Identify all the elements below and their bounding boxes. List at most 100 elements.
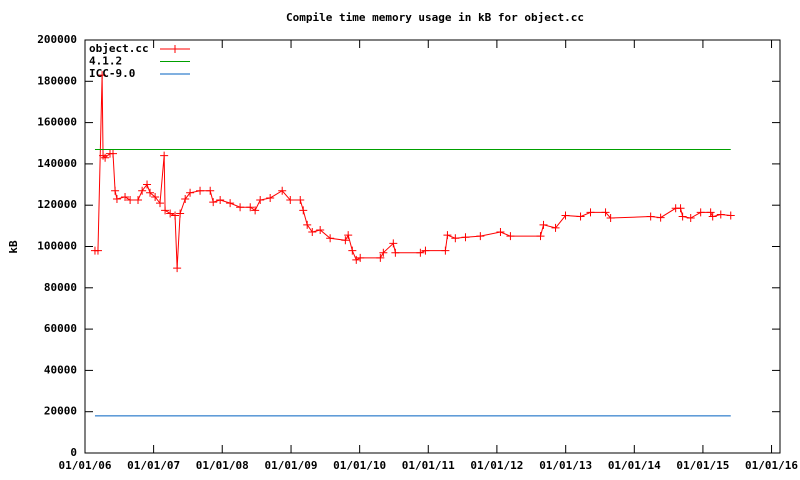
point-marker	[143, 180, 152, 189]
point-marker	[646, 212, 655, 221]
series-line	[94, 75, 731, 269]
x-tick-label: 01/01/16	[745, 459, 798, 472]
y-tick-label: 100000	[37, 240, 77, 253]
point-marker	[196, 186, 205, 195]
point-marker	[186, 188, 195, 197]
y-tick-label: 120000	[37, 198, 77, 211]
point-marker	[576, 212, 585, 221]
point-marker	[696, 208, 705, 217]
point-marker	[441, 246, 450, 255]
x-tick-label: 01/01/12	[470, 459, 523, 472]
x-tick-label: 01/01/11	[402, 459, 455, 472]
y-tick-label: 0	[70, 446, 77, 459]
point-marker	[286, 196, 295, 205]
point-marker	[476, 232, 485, 241]
y-tick-label: 180000	[37, 74, 77, 87]
y-axis-label: kB	[7, 240, 20, 254]
point-marker	[98, 71, 107, 80]
point-marker	[389, 239, 398, 248]
point-marker	[109, 149, 118, 158]
point-marker	[111, 186, 120, 195]
y-tick-label: 60000	[44, 322, 77, 335]
point-marker	[348, 246, 357, 255]
point-marker	[181, 195, 190, 204]
x-tick-label: 01/01/15	[676, 459, 729, 472]
point-marker	[356, 253, 365, 262]
point-marker	[496, 228, 505, 237]
point-marker	[160, 151, 169, 160]
point-marker	[379, 248, 388, 257]
point-marker	[126, 196, 135, 205]
point-marker	[173, 264, 182, 273]
point-marker	[171, 211, 180, 220]
point-marker	[461, 233, 470, 242]
point-marker	[686, 214, 695, 223]
legend-marker	[171, 45, 179, 53]
point-marker	[341, 236, 350, 245]
chart-title: Compile time memory usage in kB for obje…	[286, 11, 584, 24]
x-tick-label: 01/01/09	[265, 459, 318, 472]
plot-frame	[84, 39, 781, 454]
point-marker	[206, 186, 215, 195]
point-marker	[303, 220, 312, 229]
point-marker	[606, 214, 615, 223]
point-marker	[166, 209, 175, 218]
point-marker	[676, 204, 685, 213]
point-marker	[308, 228, 317, 237]
point-marker	[251, 206, 260, 215]
point-marker	[352, 255, 361, 264]
y-tick-label: 80000	[44, 281, 77, 294]
point-marker	[112, 195, 121, 204]
point-marker	[586, 208, 595, 217]
point-marker	[561, 211, 570, 220]
point-marker	[99, 151, 108, 160]
point-marker	[726, 211, 735, 220]
legend-label: object.cc	[89, 42, 149, 55]
point-marker	[506, 232, 515, 241]
x-tick-label: 01/01/08	[196, 459, 249, 472]
x-tick-label: 01/01/06	[59, 459, 112, 472]
point-marker	[344, 231, 353, 240]
point-marker	[416, 248, 425, 257]
point-marker	[708, 212, 717, 221]
point-marker	[376, 253, 385, 262]
point-marker	[716, 210, 725, 219]
x-tick-label: 01/01/10	[333, 459, 386, 472]
point-marker	[93, 246, 102, 255]
legend-label: 4.1.2	[89, 55, 122, 68]
y-tick-label: 20000	[44, 405, 77, 418]
point-marker	[161, 206, 170, 215]
point-marker	[138, 186, 147, 195]
x-tick-label: 01/01/07	[127, 459, 180, 472]
point-marker	[539, 220, 548, 229]
y-tick-label: 140000	[37, 157, 77, 170]
point-marker	[551, 223, 560, 232]
legend-label: ICC-9.0	[89, 67, 135, 80]
point-marker	[656, 213, 665, 222]
point-marker	[146, 188, 155, 197]
point-marker	[278, 186, 287, 195]
point-marker	[266, 193, 275, 202]
y-tick-label: 200000	[37, 33, 77, 46]
point-marker	[299, 206, 308, 215]
point-marker	[176, 209, 185, 218]
point-marker	[209, 198, 218, 207]
point-marker	[121, 192, 130, 201]
point-marker	[421, 246, 430, 255]
point-marker	[101, 153, 110, 162]
y-tick-label: 40000	[44, 363, 77, 376]
point-marker	[601, 208, 610, 217]
point-marker	[226, 199, 235, 208]
point-marker	[256, 196, 265, 205]
point-marker	[216, 196, 225, 205]
point-marker	[451, 234, 460, 243]
x-tick-label: 01/01/13	[539, 459, 592, 472]
point-marker	[391, 248, 400, 257]
point-marker	[316, 225, 325, 234]
y-tick-label: 160000	[37, 116, 77, 129]
x-tick-label: 01/01/14	[608, 459, 661, 472]
point-marker	[326, 234, 335, 243]
point-marker	[536, 232, 545, 241]
